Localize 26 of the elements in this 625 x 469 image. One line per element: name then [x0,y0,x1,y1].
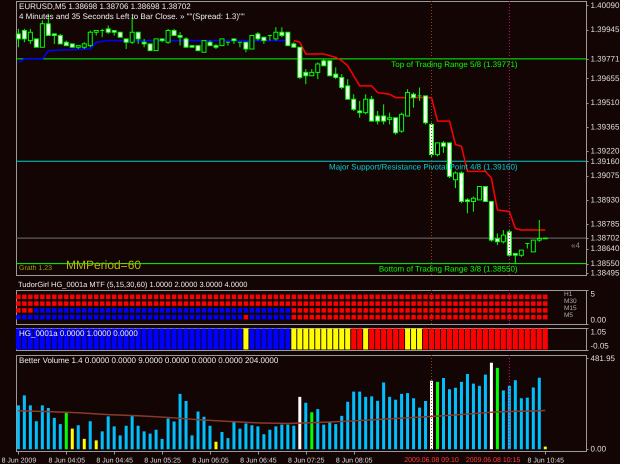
y-tick-label: 1.39771 [590,54,620,64]
chart-title: EURUSD,M5 1.38698 1.38706 1.38698 1.38702 [19,2,192,11]
ref-line-label: Bottom of Trading Range 3/8 (1.38550) [378,264,518,274]
y-tick-label: 1.40090 [590,0,620,10]
y-tick-label: 1.38550 [590,259,620,268]
y-tick-label: 0.00 [590,444,607,454]
y-tick-label: 1.05 [590,328,607,336]
y-tick-label: 1.39160 [590,156,620,166]
y-tick-label: 1.39655 [590,74,620,83]
y-tick-label: 1.38495 [590,268,620,278]
y-tick-label: 1.38785 [590,220,620,229]
y-tick-label: 0.00 [590,316,607,324]
annotation: «4 [571,241,580,250]
y-tick-label: 1.39075 [590,171,620,180]
y-tick-label: 1.39220 [590,146,620,156]
y-tick-label: 1.38640 [590,244,620,254]
y-tick-label: -0.05 [590,342,610,350]
y-tick-label: 1.39945 [590,25,620,34]
ref-line-label: Top of Trading Range 5/8 (1.39771) [391,60,518,69]
y-tick-label: 1.38702 [590,234,620,243]
y-tick-label: 1.39365 [590,122,620,132]
chart-title: Better Volume 1.4 0.0000 0.0000 9.0000 0.0000 0.0000 0.0000 204.0000 [19,356,279,365]
y-tick-label: 5 [590,290,596,298]
y-tick-label: 481.95 [590,354,616,363]
y-tick-label: 1.39510 [590,98,620,108]
y-tick-label: 1.38930 [590,195,620,204]
